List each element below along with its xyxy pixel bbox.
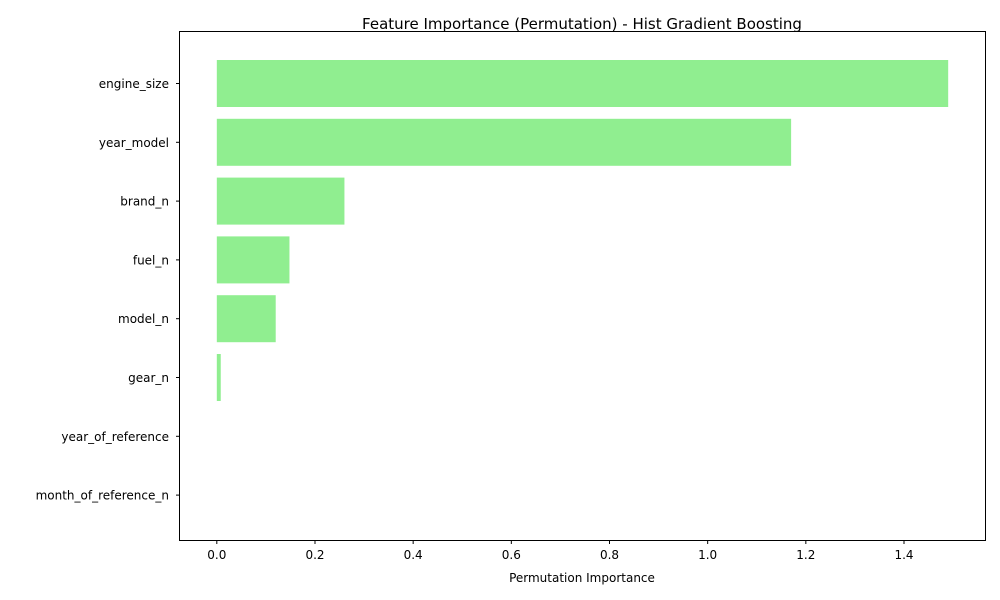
y-tick-label: brand_n [120,195,169,209]
x-tick-label: 0.0 [207,548,226,562]
x-tick-label: 0.4 [404,548,423,562]
x-tick-label: 1.2 [796,548,815,562]
x-axis-ticks: 0.0 0.2 0.4 0.6 0.8 1.0 1.2 1.4 [207,540,914,562]
bar-model_n [216,295,276,343]
y-tick-label: year_of_reference [61,430,169,444]
y-tick-label: engine_size [99,77,169,91]
x-tick-label: 0.2 [305,548,324,562]
x-axis-label: Permutation Importance [509,571,655,585]
y-tick-label: year_model [99,136,169,150]
y-tick-label: month_of_reference_n [36,489,169,503]
y-tick-label: gear_n [128,371,169,385]
x-tick-label: 0.8 [600,548,619,562]
bar-fuel_n [216,236,290,284]
plot-frame [179,31,986,541]
x-tick-label: 1.4 [894,548,913,562]
y-tick-label: model_n [118,312,169,326]
y-axis-ticks: engine_size year_model brand_n fuel_n model_… [36,77,180,503]
x-tick-label: 0.6 [502,548,521,562]
y-tick-label: fuel_n [133,253,169,267]
chart-title: Feature Importance (Permutation) - Hist … [362,15,802,33]
x-tick-label: 1.0 [698,548,717,562]
bar-engine_size [216,60,949,107]
bar-gear_n [216,354,221,401]
bar-year_model [216,118,792,166]
bars-group [216,60,949,401]
bar-brand_n [216,177,345,225]
